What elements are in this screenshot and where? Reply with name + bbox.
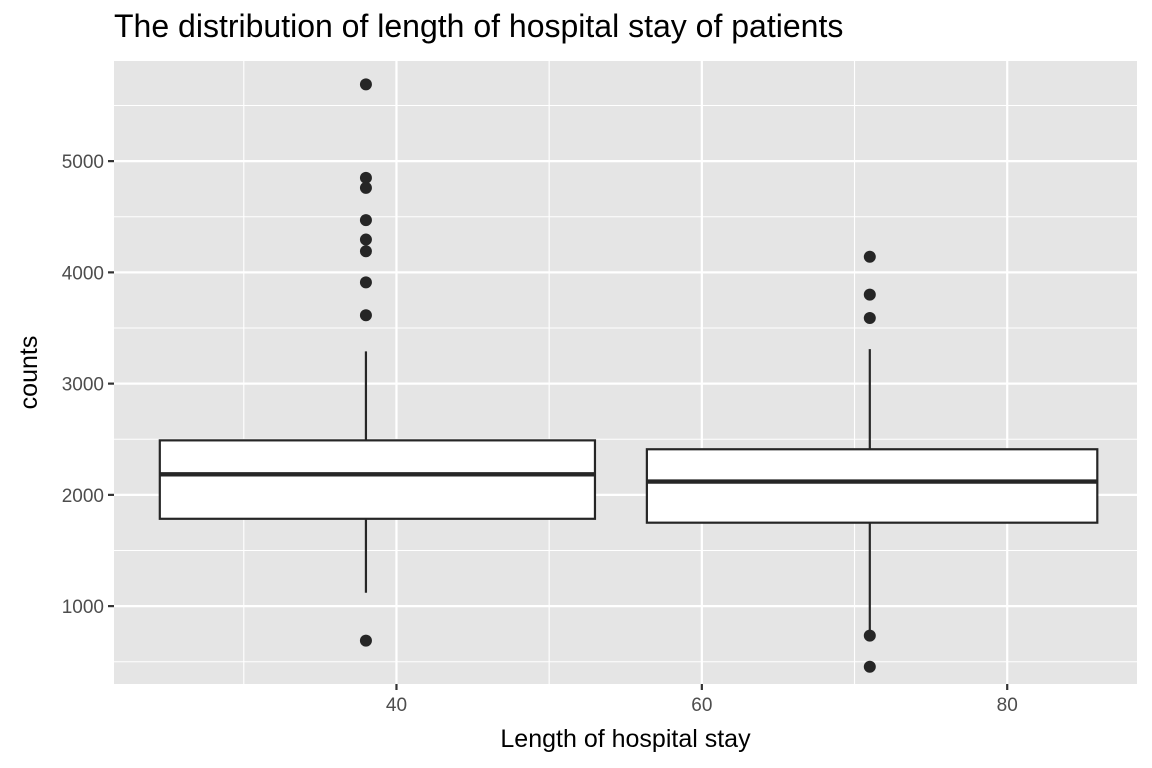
outlier-point <box>359 245 372 258</box>
outlier-point <box>863 311 876 324</box>
y-axis-title: counts <box>15 336 43 410</box>
outlier-point <box>359 634 372 647</box>
boxplot-1 <box>158 78 597 647</box>
plot-panel <box>114 61 1137 684</box>
y-tick-label: 5000 <box>62 152 104 173</box>
axes: 1000 2000 3000 4000 5000 40 60 80 <box>62 152 1018 716</box>
outlier-point <box>359 78 372 91</box>
outlier-point <box>359 309 372 322</box>
boxplots <box>158 78 1099 673</box>
y-tick-label: 1000 <box>62 597 104 618</box>
box-iqr <box>158 439 597 520</box>
y-tick-label: 4000 <box>62 263 104 284</box>
outlier-point <box>359 214 372 227</box>
outlier-point <box>863 250 876 263</box>
outlier-point <box>863 629 876 642</box>
box-iqr <box>645 448 1099 524</box>
x-tick-label: 60 <box>691 695 712 716</box>
outlier-point <box>359 181 372 194</box>
chart-title: The distribution of length of hospital s… <box>114 8 844 44</box>
y-tick-label: 2000 <box>62 486 104 507</box>
boxplot-2 <box>645 250 1099 673</box>
outlier-point <box>863 660 876 673</box>
x-tick-label: 80 <box>997 695 1018 716</box>
outlier-point <box>359 171 372 184</box>
outlier-point <box>359 276 372 289</box>
outlier-point <box>359 233 372 246</box>
x-axis-title: Length of hospital stay <box>500 725 751 753</box>
x-tick-label: 40 <box>386 695 407 716</box>
y-tick-label: 3000 <box>62 375 104 396</box>
outlier-point <box>863 288 876 301</box>
